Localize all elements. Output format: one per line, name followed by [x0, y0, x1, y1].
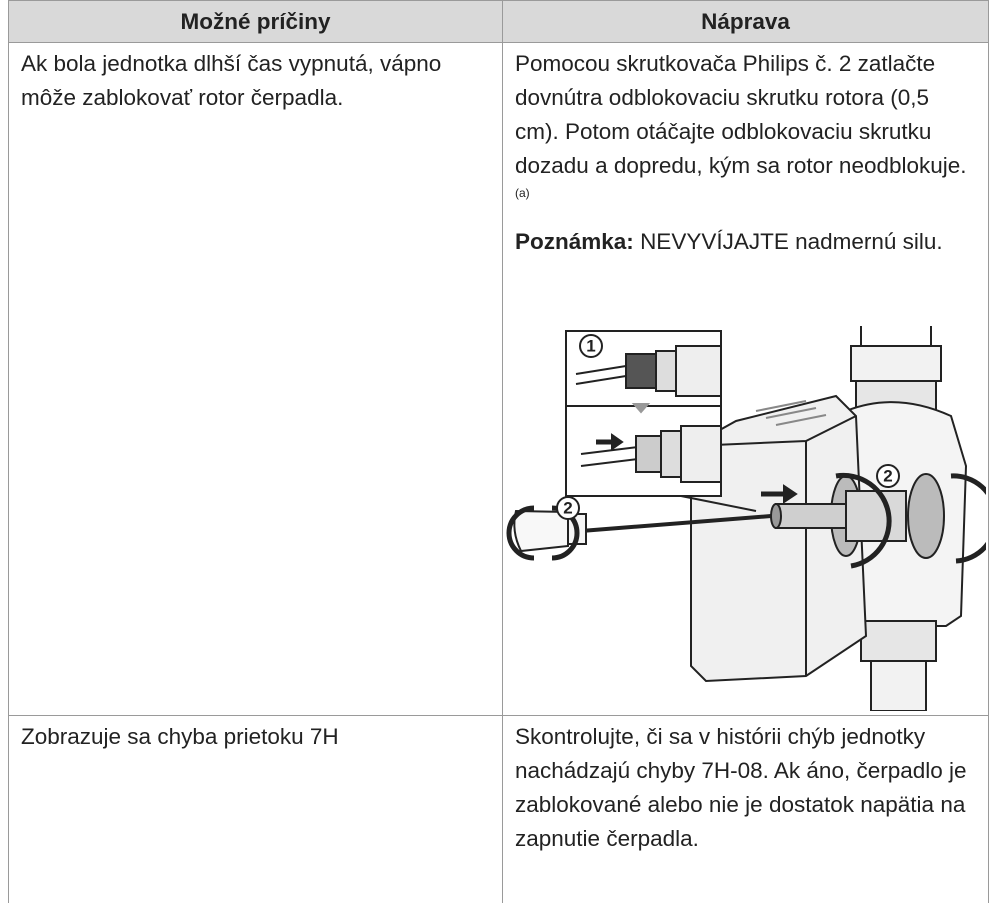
illustration-shape — [676, 346, 721, 396]
illustration-shape — [656, 351, 676, 391]
illustration-shape — [661, 431, 681, 477]
remedy-cell: Skontrolujte, či sa v histórii chýb jedn… — [503, 716, 989, 903]
troubleshooting-table: Možné príčiny Náprava Ak bola jednotka d… — [8, 0, 989, 903]
note-label: Poznámka: — [515, 229, 634, 254]
table-row: Zobrazuje sa chyba prietoku 7H Skontrolu… — [9, 716, 989, 903]
figure-label: 2 — [563, 499, 572, 518]
table-row: Ak bola jednotka dlhší čas vypnutá, vápn… — [9, 43, 989, 716]
remedy-text: Skontrolujte, či sa v histórii chýb jedn… — [515, 720, 978, 856]
illustration-shape — [846, 491, 906, 541]
remedy-body: Pomocou skrutkovača Philips č. 2 zatlačt… — [515, 51, 967, 178]
illustration-shape — [771, 504, 781, 528]
illustration-shape — [681, 426, 721, 482]
illustration-shape — [871, 661, 926, 711]
header-cell: Možné príčiny — [9, 1, 503, 43]
illustration-shape — [514, 511, 568, 551]
illustration-shape — [861, 326, 931, 346]
cause-cell: Zobrazuje sa chyba prietoku 7H — [9, 716, 503, 903]
note: Poznámka: NEVYVÍJAJTE nadmernú silu. — [515, 225, 978, 259]
header-row: Možné príčiny Náprava — [9, 1, 989, 43]
illustration-shape — [626, 354, 656, 388]
cause-text: Zobrazuje sa chyba prietoku 7H — [21, 720, 492, 754]
figure-label: 1 — [586, 337, 595, 356]
illustration-shape — [776, 504, 846, 528]
illustration-shape — [861, 621, 936, 661]
remedy-cell: Pomocou skrutkovača Philips č. 2 zatlačt… — [503, 43, 989, 716]
note-text: NEVYVÍJAJTE nadmernú silu. — [640, 229, 943, 254]
footnote-ref: (a) — [515, 186, 530, 200]
pump-illustration: 1 2 2 — [506, 326, 986, 711]
header-cell: Náprava — [503, 1, 989, 43]
cause-text: Ak bola jednotka dlhší čas vypnutá, vápn… — [21, 47, 492, 115]
illustration-shape — [851, 346, 941, 381]
remedy-text: Pomocou skrutkovača Philips č. 2 zatlačt… — [515, 47, 978, 217]
cause-cell: Ak bola jednotka dlhší čas vypnutá, vápn… — [9, 43, 503, 716]
illustration-shape — [908, 474, 944, 558]
figure-label: 2 — [883, 467, 892, 486]
illustration-shape — [636, 436, 661, 472]
